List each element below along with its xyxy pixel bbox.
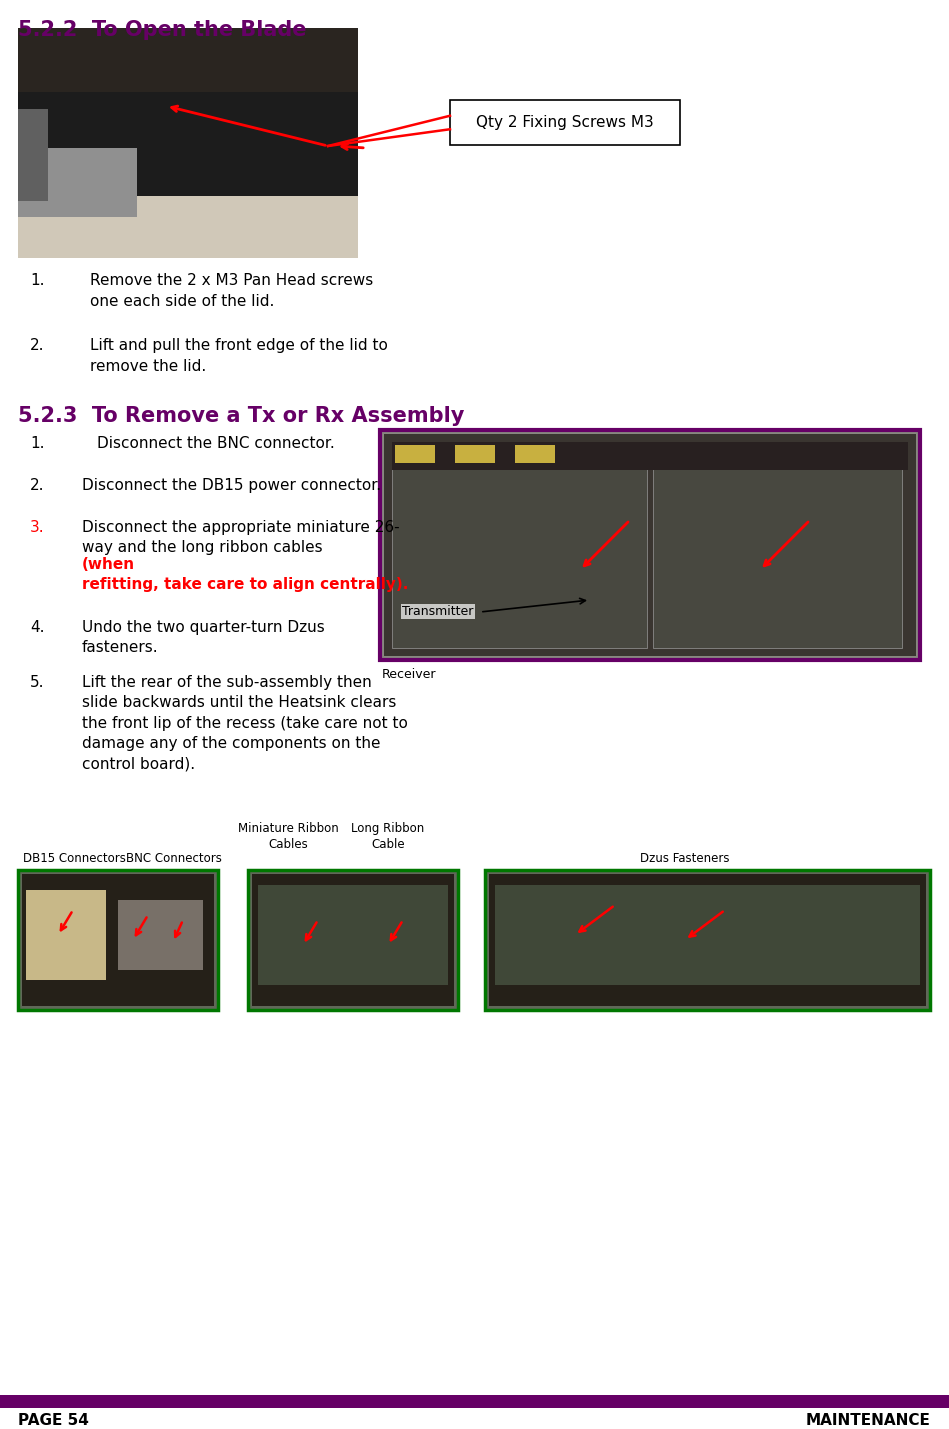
Text: Qty 2 Fixing Screws M3: Qty 2 Fixing Screws M3 — [476, 114, 654, 130]
Bar — [18, 147, 137, 217]
Text: Remove the 2 x M3 Pan Head screws
one each side of the lid.: Remove the 2 x M3 Pan Head screws one ea… — [90, 273, 373, 309]
Text: DB15 Connectors: DB15 Connectors — [23, 852, 126, 865]
Text: 1.: 1. — [30, 436, 45, 452]
Text: Receiver: Receiver — [382, 667, 437, 682]
Text: 2.: 2. — [30, 339, 45, 353]
Bar — [18, 870, 218, 1010]
Text: Undo the two quarter-turn Dzus
fasteners.: Undo the two quarter-turn Dzus fasteners… — [82, 620, 325, 656]
Bar — [392, 442, 647, 647]
Bar — [248, 870, 458, 1010]
Bar — [384, 434, 916, 656]
Bar — [392, 442, 908, 470]
Bar — [380, 430, 920, 660]
Bar — [455, 444, 495, 463]
Text: 5.2.2  To Open the Blade: 5.2.2 To Open the Blade — [18, 20, 307, 40]
Bar — [450, 100, 680, 144]
Text: 2.: 2. — [30, 477, 45, 493]
Text: PAGE 54: PAGE 54 — [18, 1413, 89, 1428]
Bar — [653, 442, 902, 647]
Text: 5.2.3  To Remove a Tx or Rx Assembly: 5.2.3 To Remove a Tx or Rx Assembly — [18, 406, 464, 426]
Bar — [495, 885, 920, 985]
Bar — [18, 93, 358, 196]
Text: Long Ribbon
Cable: Long Ribbon Cable — [351, 822, 424, 852]
Bar — [258, 885, 448, 985]
Text: Disconnect the appropriate miniature 26-
way and the long ribbon cables: Disconnect the appropriate miniature 26-… — [82, 520, 400, 556]
Bar — [0, 1395, 949, 1408]
Text: 1.: 1. — [30, 273, 45, 289]
Bar — [22, 875, 214, 1006]
Bar — [118, 900, 203, 970]
Text: Miniature Ribbon
Cables: Miniature Ribbon Cables — [237, 822, 339, 852]
Text: Transmitter: Transmitter — [402, 604, 474, 617]
Text: (when
refitting, take care to align centrally).: (when refitting, take care to align cent… — [82, 557, 408, 593]
Text: Disconnect the DB15 power connector.: Disconnect the DB15 power connector. — [82, 477, 381, 493]
Text: MAINTENANCE: MAINTENANCE — [806, 1413, 931, 1428]
Text: Disconnect the BNC connector.: Disconnect the BNC connector. — [97, 436, 335, 452]
Text: Dzus Fasteners: Dzus Fasteners — [641, 852, 730, 865]
Bar — [26, 890, 106, 980]
Bar — [18, 196, 358, 259]
Bar — [489, 875, 926, 1006]
Text: BNC Connectors: BNC Connectors — [126, 852, 222, 865]
Bar — [485, 870, 930, 1010]
Bar — [252, 875, 454, 1006]
Bar — [18, 29, 358, 116]
Text: 5.: 5. — [30, 674, 45, 690]
Text: Lift the rear of the sub-assembly then
slide backwards until the Heatsink clears: Lift the rear of the sub-assembly then s… — [82, 674, 408, 772]
Text: 3.: 3. — [30, 520, 45, 534]
Text: Lift and pull the front edge of the lid to
remove the lid.: Lift and pull the front edge of the lid … — [90, 339, 388, 374]
Bar — [18, 109, 48, 200]
Bar — [515, 444, 555, 463]
Bar — [395, 444, 435, 463]
Bar — [18, 29, 358, 259]
Text: 4.: 4. — [30, 620, 45, 634]
